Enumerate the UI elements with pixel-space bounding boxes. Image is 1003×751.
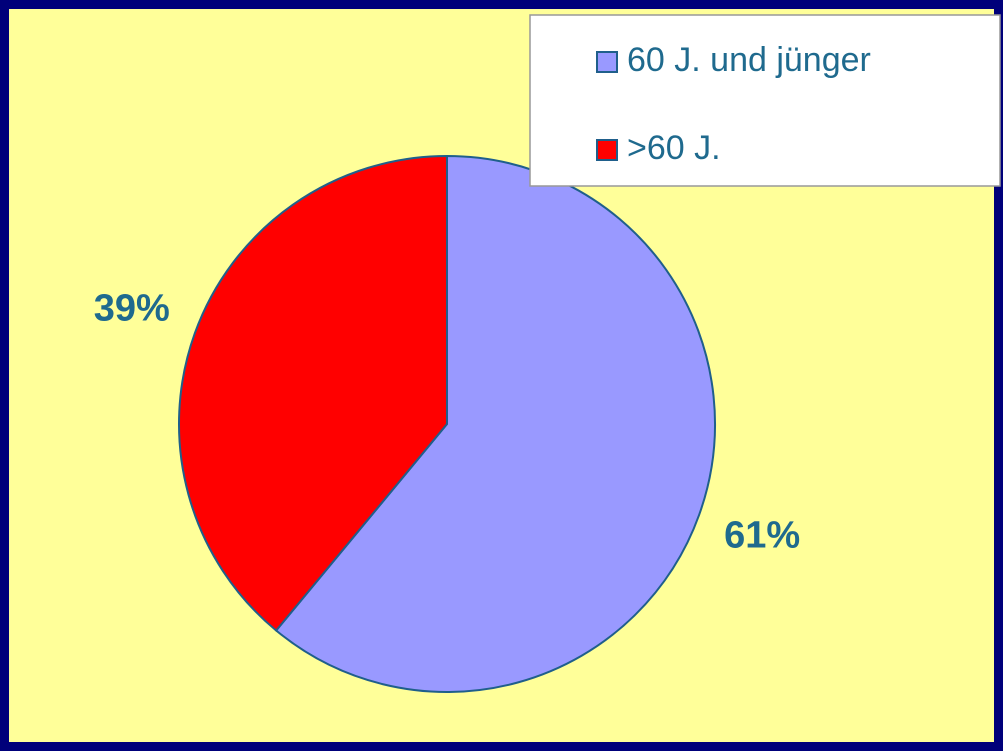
pie-slice: [274, 154, 716, 693]
pie-slice: [178, 154, 448, 632]
data-label: 39%: [94, 288, 170, 330]
legend-label: >60 J.: [627, 129, 721, 167]
pie: 61% 39%: [94, 154, 800, 693]
legend-swatch: [596, 139, 618, 161]
data-label: 61%: [724, 515, 800, 557]
legend-swatch: [596, 51, 618, 73]
legend-label: 60 J. und jünger: [627, 41, 871, 79]
legend: 60 J. und jünger >60 J.: [529, 14, 1001, 187]
